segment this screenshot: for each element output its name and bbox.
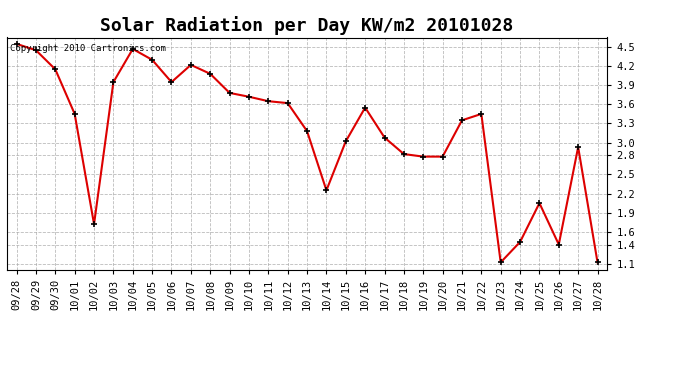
Title: Solar Radiation per Day KW/m2 20101028: Solar Radiation per Day KW/m2 20101028 [101, 16, 513, 34]
Text: Copyright 2010 Cartronics.com: Copyright 2010 Cartronics.com [10, 45, 166, 54]
